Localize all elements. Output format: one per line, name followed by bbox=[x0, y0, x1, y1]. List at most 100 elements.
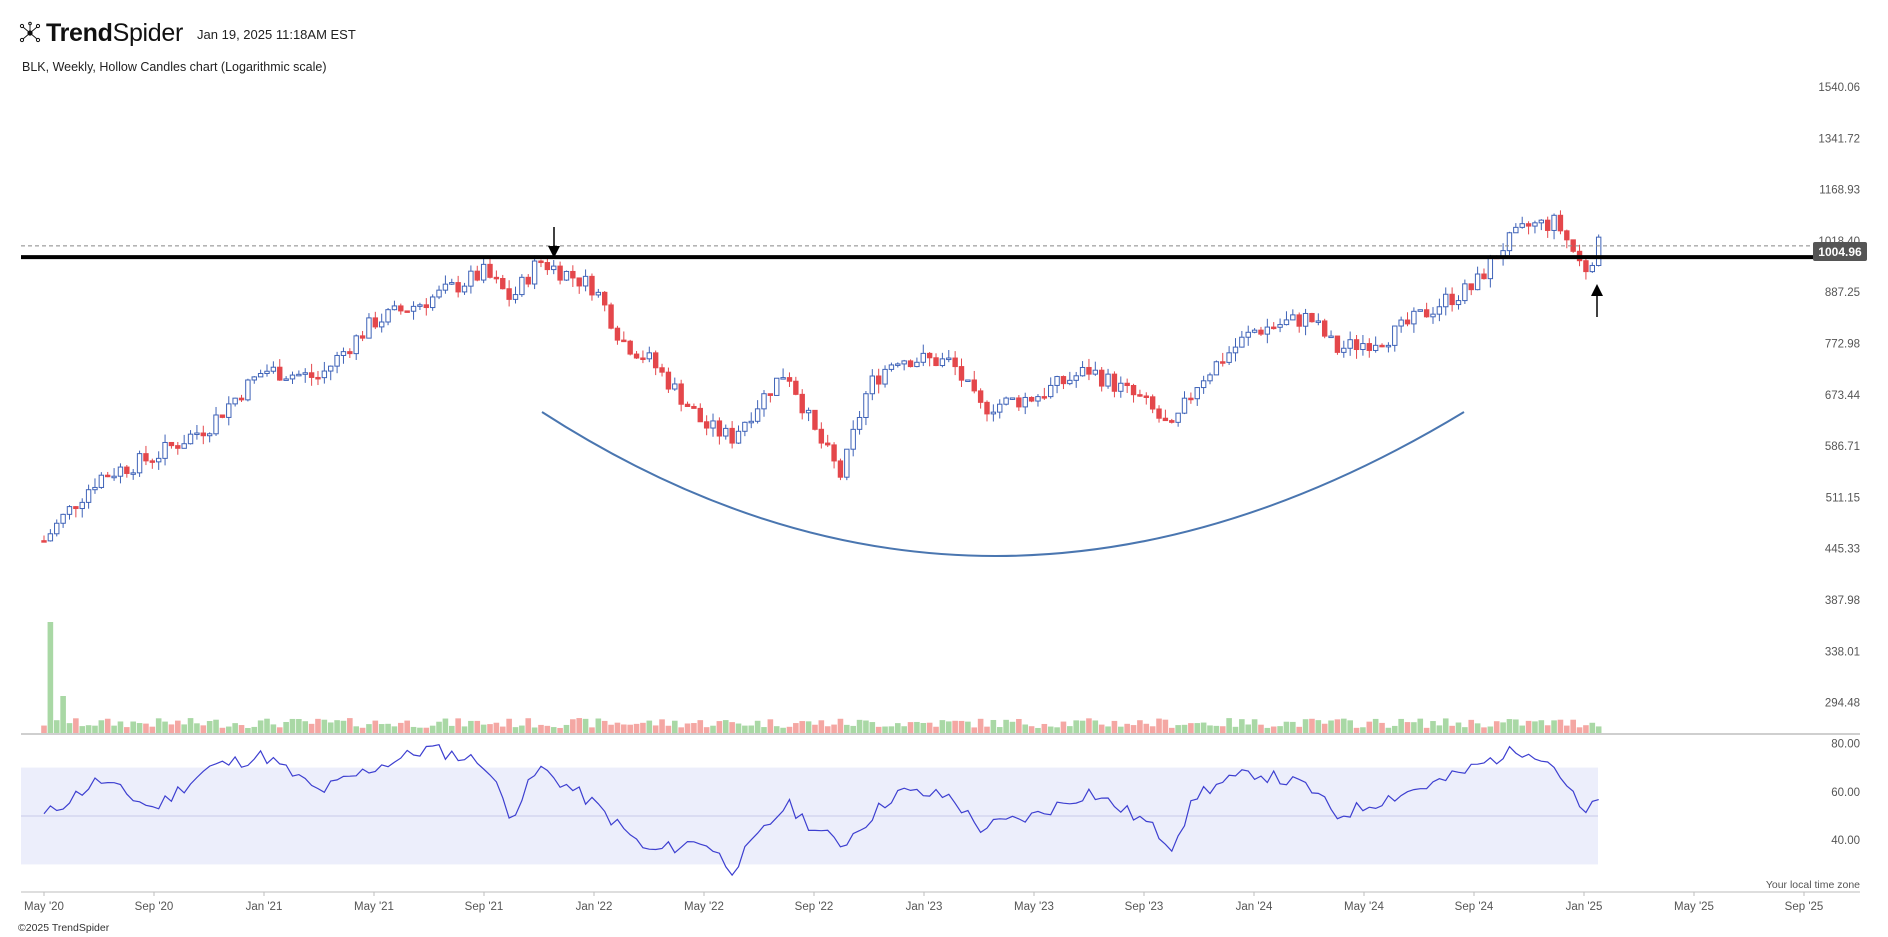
candle bbox=[194, 424, 200, 440]
volume-bar bbox=[652, 725, 659, 734]
candle bbox=[111, 468, 117, 481]
candle bbox=[563, 270, 570, 281]
candle bbox=[1111, 371, 1118, 398]
header: Trend Spider Jan 19, 2025 11:18AM EST bbox=[18, 18, 356, 48]
candle bbox=[283, 376, 289, 381]
volume-bar bbox=[1500, 722, 1506, 734]
volume-bar bbox=[1519, 725, 1526, 734]
candle bbox=[748, 412, 754, 429]
volume-bar bbox=[640, 722, 646, 734]
candle bbox=[328, 365, 334, 381]
candle bbox=[939, 352, 946, 368]
candle bbox=[1188, 392, 1194, 404]
candle bbox=[1506, 231, 1513, 256]
candle bbox=[47, 529, 54, 542]
rsi-axis: 80.00 60.00 40.00 bbox=[1831, 738, 1860, 847]
volume-bar bbox=[238, 725, 245, 734]
candle bbox=[1449, 287, 1455, 312]
candle bbox=[965, 379, 971, 382]
volume-bar bbox=[1290, 721, 1296, 734]
volume-bar bbox=[646, 720, 653, 734]
candle bbox=[66, 505, 73, 520]
volume-bar bbox=[945, 721, 952, 734]
candle bbox=[1092, 361, 1099, 376]
candle bbox=[257, 369, 264, 378]
volume-bar bbox=[410, 726, 417, 734]
volume-bar bbox=[958, 720, 965, 734]
volume-bar bbox=[1353, 727, 1360, 734]
candle bbox=[844, 448, 850, 481]
volume-bar bbox=[455, 718, 461, 734]
volume-bar bbox=[1079, 720, 1086, 734]
candle bbox=[1156, 405, 1162, 423]
volume-bar bbox=[748, 725, 755, 734]
candle bbox=[729, 421, 735, 449]
trendspider-logo: Trend Spider bbox=[18, 19, 183, 48]
volume-bar bbox=[66, 723, 73, 734]
volume-bar bbox=[1315, 720, 1322, 734]
volume-bar bbox=[1417, 718, 1424, 734]
candle bbox=[1162, 409, 1169, 422]
price-tick-label: 887.25 bbox=[1825, 287, 1860, 299]
candle bbox=[614, 325, 621, 345]
volume-bar bbox=[589, 727, 595, 734]
volume-bar bbox=[576, 718, 583, 734]
candle bbox=[1239, 331, 1245, 348]
volume-bar bbox=[659, 719, 665, 734]
volume-bar bbox=[939, 720, 946, 734]
candle bbox=[378, 313, 385, 333]
volume-bar bbox=[703, 727, 710, 734]
volume-bar bbox=[47, 622, 54, 734]
candle bbox=[1054, 375, 1060, 394]
volume-bar bbox=[155, 718, 162, 734]
volume-bar bbox=[162, 721, 168, 734]
candle bbox=[200, 425, 206, 445]
volume-bar bbox=[1226, 718, 1232, 734]
rounded-base-curve bbox=[541, 411, 1465, 557]
candle bbox=[1341, 340, 1347, 358]
candle bbox=[646, 346, 653, 363]
candle bbox=[1417, 309, 1423, 312]
candle bbox=[761, 390, 767, 417]
volume-bar bbox=[1105, 726, 1111, 734]
candle bbox=[130, 469, 136, 480]
volume-bar bbox=[1009, 721, 1016, 734]
candle bbox=[79, 498, 85, 518]
volume-bar bbox=[1149, 726, 1156, 734]
candle bbox=[219, 414, 226, 419]
chart-title: BLK, Weekly, Hollow Candles chart (Logar… bbox=[22, 60, 327, 74]
volume-bar bbox=[735, 723, 742, 734]
candle bbox=[977, 388, 984, 409]
volume-bar bbox=[1035, 727, 1041, 734]
volume-bar bbox=[264, 718, 270, 734]
volume-bar bbox=[608, 724, 614, 734]
candle bbox=[703, 415, 710, 436]
volume-bar bbox=[550, 727, 557, 734]
candle bbox=[1098, 367, 1105, 392]
volume-bar bbox=[812, 724, 818, 734]
volume-bar bbox=[805, 721, 812, 734]
candle bbox=[984, 400, 990, 422]
candle bbox=[1430, 307, 1436, 324]
candle bbox=[54, 519, 60, 537]
candle bbox=[875, 368, 882, 394]
candle bbox=[245, 378, 251, 402]
volume-bar bbox=[1564, 725, 1570, 734]
candle bbox=[1353, 334, 1360, 359]
candles bbox=[41, 210, 1602, 543]
volume-bar bbox=[200, 725, 207, 734]
volume-bar bbox=[327, 722, 334, 734]
candle bbox=[659, 363, 665, 377]
volume-bar bbox=[1557, 719, 1564, 734]
candle bbox=[417, 302, 423, 311]
volume-bar bbox=[232, 723, 238, 734]
volume-bar bbox=[111, 725, 117, 734]
candle bbox=[187, 430, 194, 445]
candle bbox=[92, 478, 98, 494]
candle bbox=[863, 390, 869, 426]
candle bbox=[850, 420, 856, 457]
candle bbox=[1041, 387, 1048, 400]
volume-bar bbox=[1583, 725, 1589, 734]
price-tick-label: 1168.93 bbox=[1819, 185, 1860, 197]
volume-bar bbox=[1570, 719, 1576, 734]
